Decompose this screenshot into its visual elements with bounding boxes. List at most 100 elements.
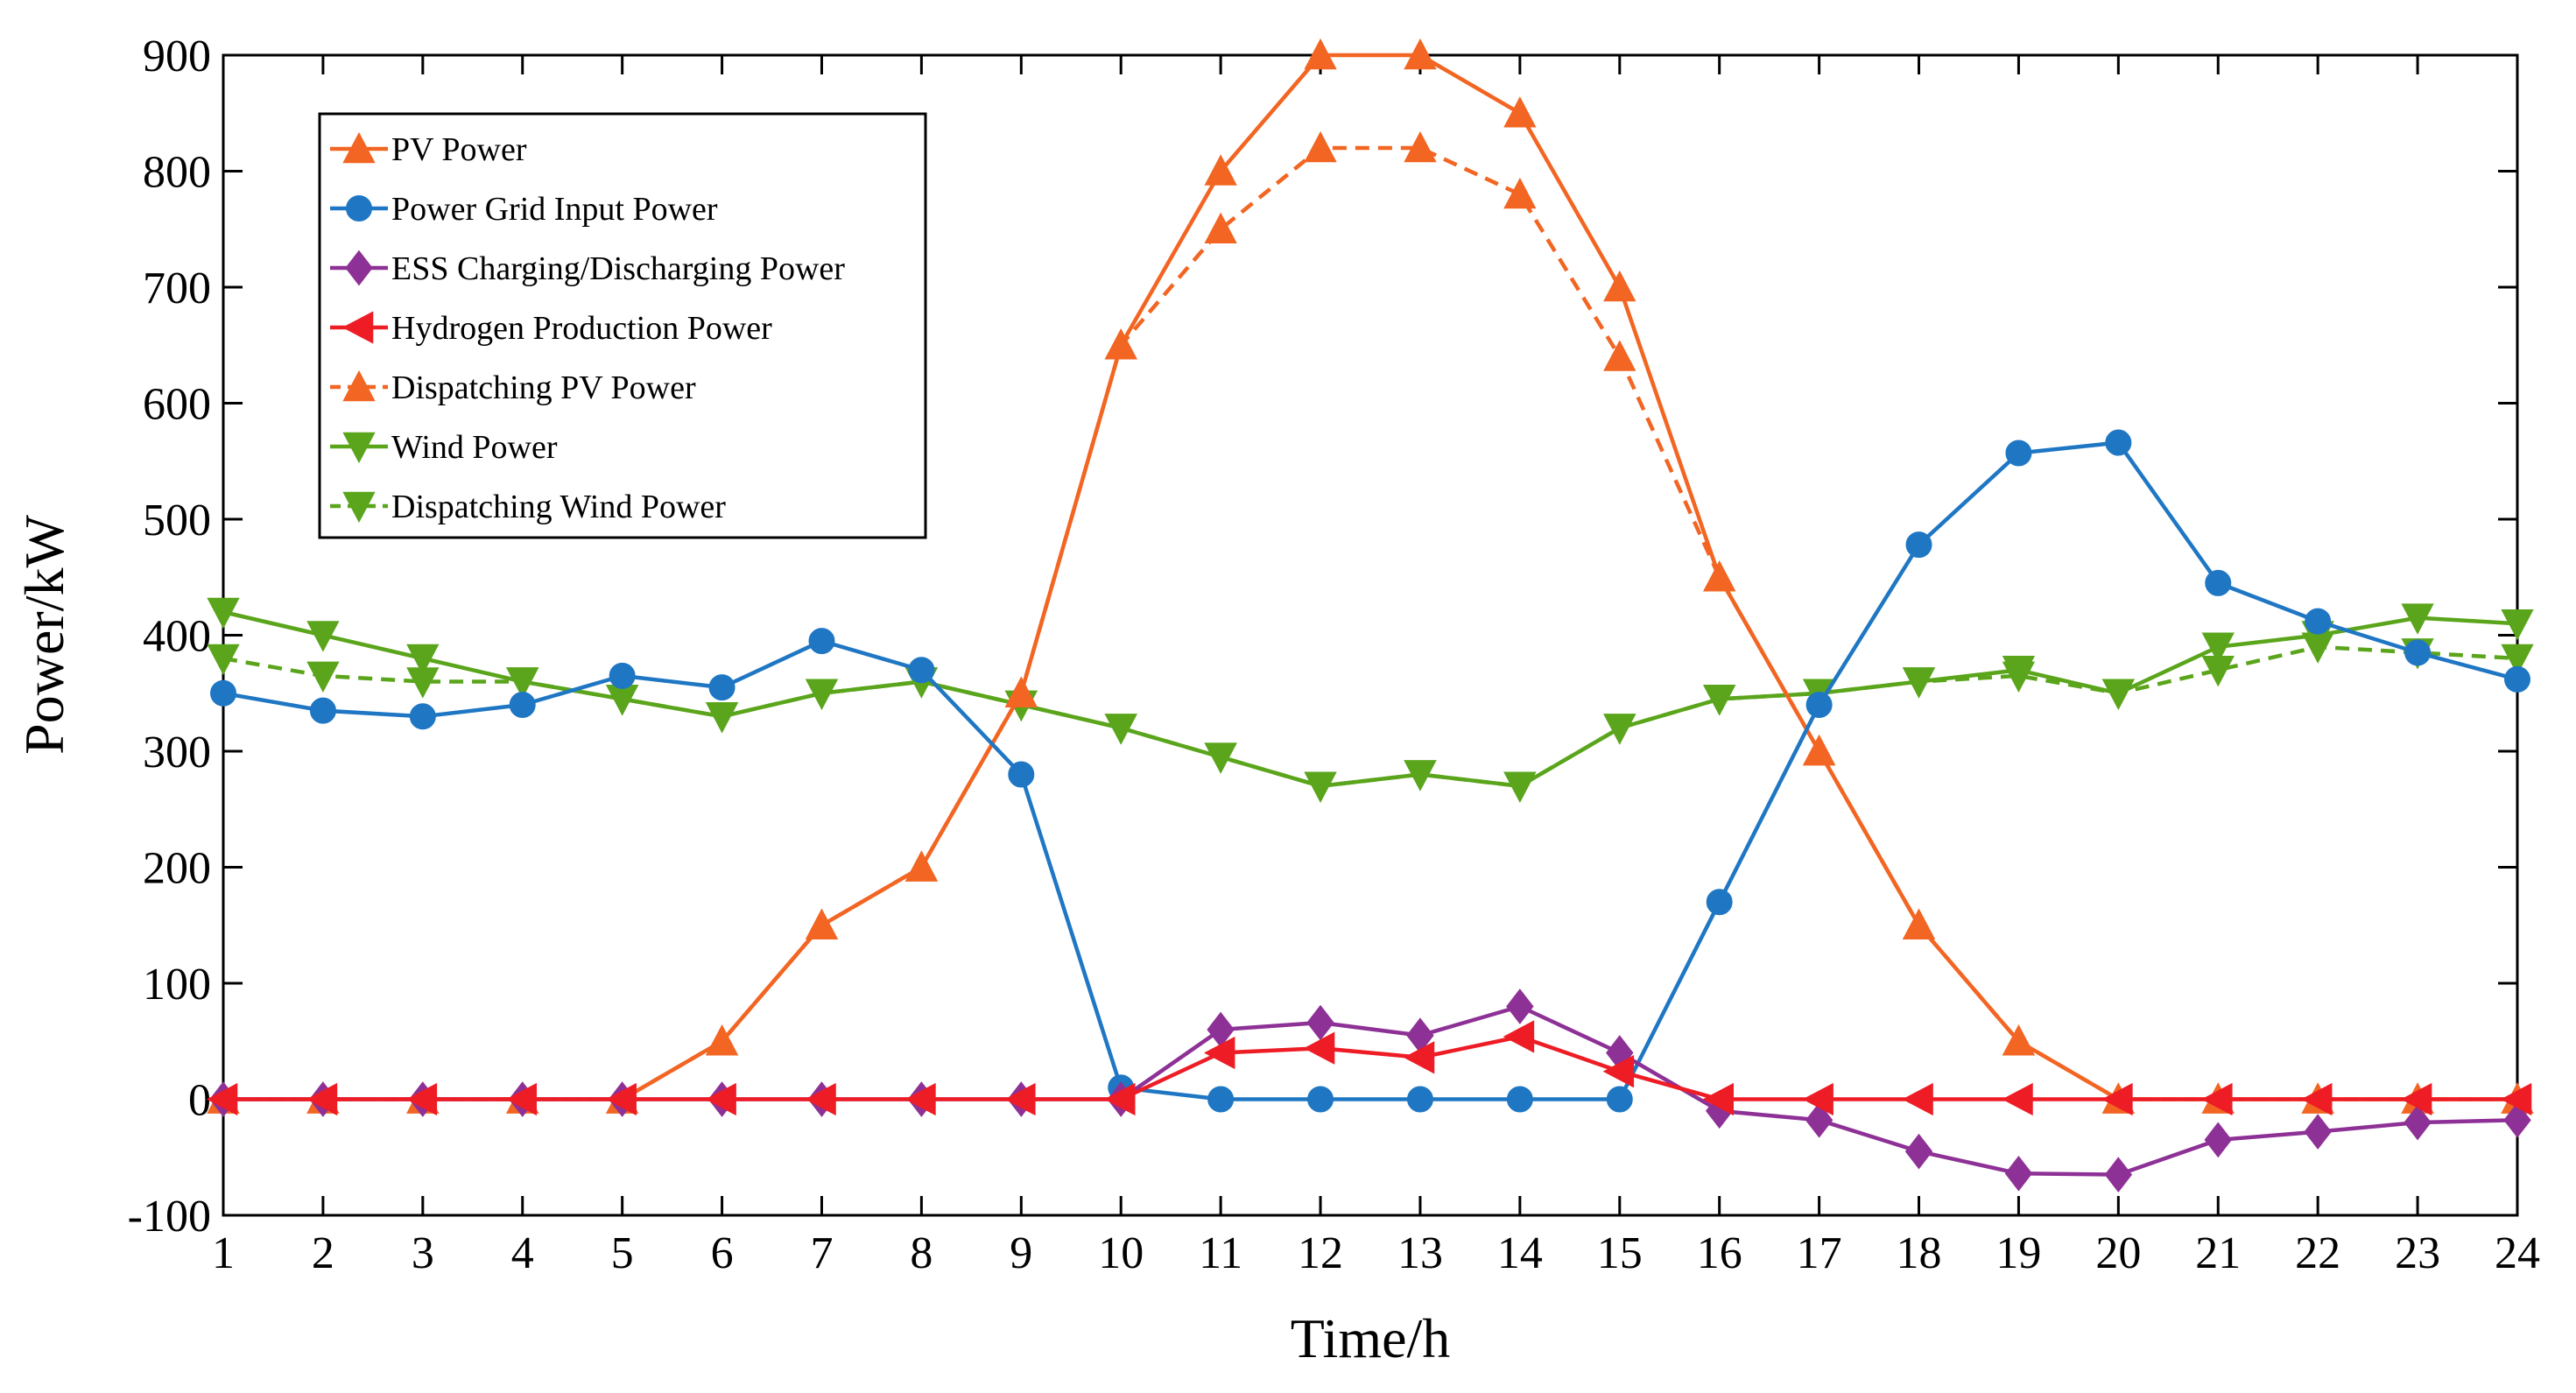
x-axis-title: Time/h [1291,1307,1451,1369]
data-point-pv-power [1902,908,1936,940]
x-tick-label: 9 [1010,1228,1032,1278]
y-axis-ticks: -100 0 100 200 300 400 500 600 700 800 900 [128,32,2517,1242]
data-point-ess-charging-discharging-power [2104,1157,2133,1192]
data-point-wind-power [1603,714,1636,745]
data-point-wind-power [2501,609,2534,641]
x-tick-label: 19 [1995,1228,2041,1278]
data-point-wind-power [1304,771,1337,803]
data-point-pv-power [1503,96,1537,128]
legend-label-hydrogen-production-power: Hydrogen Production Power [391,310,772,347]
x-tick-label: 8 [910,1228,933,1278]
series-hydrogen-production-power [206,1020,2532,1116]
data-point-power-grid-input-power [2005,440,2032,467]
data-point-pv-power [2002,1024,2036,1056]
series-line-power-grid-input-power [222,440,2518,1101]
y-tick-label: 800 [143,148,211,198]
x-tick-label: 21 [2195,1228,2241,1278]
data-point-dispatching-wind-power [207,644,240,676]
data-point-wind-power [306,621,340,652]
data-point-ess-charging-discharging-power [2503,1102,2531,1138]
legend-label-wind-power: Wind Power [391,429,558,466]
x-tick-label: 24 [2495,1228,2540,1278]
data-point-wind-power [1902,667,1936,699]
data-point-wind-power [1503,771,1537,803]
data-point-power-grid-input-power [609,662,636,689]
data-point-hydrogen-production-power [2002,1082,2033,1116]
data-point-ess-charging-discharging-power [2004,1155,2033,1192]
legend-marker-ess-charging-discharging-power [345,250,373,286]
data-point-wind-power [506,667,539,699]
y-tick-label: 900 [143,32,211,81]
y-tick-label: 400 [143,612,211,662]
data-point-power-grid-input-power [309,697,336,724]
data-point-hydrogen-production-power [705,1082,736,1116]
data-point-pv-power [1304,38,1337,70]
data-point-power-grid-input-power [1207,1086,1235,1113]
data-point-hydrogen-production-power [1203,1036,1235,1070]
data-point-ess-charging-discharging-power [2204,1122,2232,1158]
data-point-power-grid-input-power [2105,429,2132,456]
legend-marker-power-grid-input-power [346,195,372,222]
x-tick-label: 13 [1397,1228,1443,1278]
data-point-pv-power [1204,154,1237,186]
data-point-dispatching-wind-power [2501,644,2534,676]
data-point-power-grid-input-power [2404,639,2432,666]
data-point-dispatching-pv-power [1304,130,1337,163]
data-point-hydrogen-production-power [505,1082,538,1116]
data-point-power-grid-input-power [1406,1086,1433,1113]
data-point-power-grid-input-power [1008,761,1035,788]
x-tick-label: 7 [810,1228,833,1278]
x-tick-label: 3 [412,1228,434,1278]
data-point-hydrogen-production-power [306,1082,338,1116]
data-point-pv-power [1004,676,1038,708]
data-point-wind-power [207,597,240,630]
data-point-pv-power [1703,560,1736,592]
x-axis-ticks: 1 2 3 4 5 6 7 8 9 10 11 12 13 14 15 16 17 18 19 20 21 22 23 24 [212,55,2540,1278]
data-point-power-grid-input-power [1606,1086,1633,1113]
series-layer [206,38,2534,1192]
x-tick-label: 23 [2395,1228,2440,1278]
y-tick-label: 0 [188,1076,211,1126]
y-tick-label: 100 [143,960,211,1010]
data-point-wind-power [2002,655,2036,687]
data-point-power-grid-input-power [908,657,935,684]
data-point-hydrogen-production-power [2201,1082,2233,1116]
x-tick-label: 16 [1697,1228,1742,1278]
x-tick-label: 15 [1597,1228,1643,1278]
data-point-hydrogen-production-power [2500,1082,2532,1116]
data-point-pv-power [1603,270,1636,302]
data-point-dispatching-wind-power [306,661,340,693]
data-point-ess-charging-discharging-power [1805,1102,1833,1138]
data-point-hydrogen-production-power [206,1082,238,1116]
x-tick-label: 17 [1797,1228,1842,1278]
y-axis-title: Power/kW [13,515,75,755]
data-point-power-grid-input-power [708,674,735,701]
data-point-power-grid-input-power [1506,1086,1533,1113]
data-point-hydrogen-production-power [904,1082,936,1116]
data-point-wind-power [1204,742,1237,774]
series-line-wind-power [222,609,2518,789]
data-point-power-grid-input-power [210,679,236,707]
data-point-hydrogen-production-power [1802,1082,1833,1116]
x-tick-label: 5 [611,1228,634,1278]
y-tick-label: 200 [143,844,211,894]
data-point-wind-power [2101,679,2136,710]
x-tick-label: 22 [2295,1228,2340,1278]
data-point-ess-charging-discharging-power [1506,988,1534,1024]
data-point-hydrogen-production-power [405,1082,438,1116]
legend-label-pv-power: PV Power [391,131,527,168]
data-point-power-grid-input-power [2504,665,2530,693]
data-point-power-grid-input-power [1307,1086,1334,1113]
legend-marker-wind-power [342,432,376,464]
x-tick-label: 11 [1199,1228,1242,1278]
data-point-ess-charging-discharging-power [2404,1104,2432,1141]
data-point-wind-power [1104,714,1137,745]
data-point-hydrogen-production-power [805,1082,836,1116]
data-point-wind-power [1703,685,1736,716]
x-tick-label: 12 [1298,1228,1343,1278]
data-point-hydrogen-production-power [1902,1082,1933,1116]
data-point-ess-charging-discharging-power [2304,1114,2332,1150]
data-point-dispatching-pv-power [1404,130,1437,163]
data-point-power-grid-input-power [1905,531,1932,559]
